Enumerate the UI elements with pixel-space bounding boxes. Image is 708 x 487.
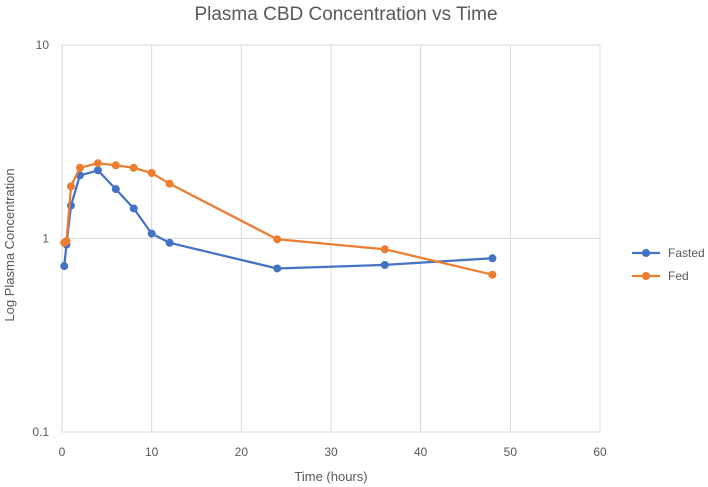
x-tick-label: 30 [324,445,338,459]
y-tick-label: 1 [42,232,49,246]
legend: Fasted Fed [632,246,705,283]
data-point-fasted [273,264,282,273]
data-point-fed [273,235,282,244]
data-point-fed [66,182,75,191]
data-point-fed [93,159,102,168]
data-point-fed [488,270,497,279]
series-fed [60,159,497,279]
legend-label: Fed [668,269,689,283]
y-tick-label: 0.1 [32,425,49,439]
legend-item-fed: Fed [632,269,689,283]
legend-label: Fasted [668,246,705,260]
series-fasted [60,166,497,273]
data-point-fed [75,163,84,172]
y-tick-label: 10 [36,38,50,52]
x-axis-title: Time (hours) [294,469,367,484]
legend-item-fasted: Fasted [632,246,705,260]
gridlines [61,44,601,433]
data-point-fasted [165,238,174,247]
series-line-fed [63,162,493,276]
data-point-fasted [380,260,389,269]
x-tick-label: 10 [145,445,159,459]
data-point-fed [147,169,156,178]
x-tick-label: 40 [414,445,428,459]
data-point-fasted [147,229,156,238]
series-line-fasted [63,169,493,270]
data-point-fed [111,161,120,170]
data-point-fed [129,163,138,172]
data-point-fasted [93,166,102,175]
tick-labels: 0 10 20 30 40 50 60 0.1 1 10 [32,38,607,459]
y-axis-title: Log Plasma Concentration [2,168,17,321]
x-tick-label: 60 [593,445,607,459]
data-point-fed [62,237,71,246]
data-point-fed [165,179,174,188]
x-tick-label: 0 [59,445,66,459]
data-point-fasted [60,262,69,271]
chart-title: Plasma CBD Concentration vs Time [194,4,497,25]
data-point-fasted [111,185,120,194]
x-tick-label: 50 [504,445,518,459]
legend-swatch-marker [642,249,650,257]
x-tick-label: 20 [235,445,249,459]
data-point-fasted [488,254,497,263]
data-point-fasted [129,204,138,213]
legend-swatch-marker [642,272,650,280]
data-point-fed [380,245,389,254]
series-layer [60,159,497,279]
